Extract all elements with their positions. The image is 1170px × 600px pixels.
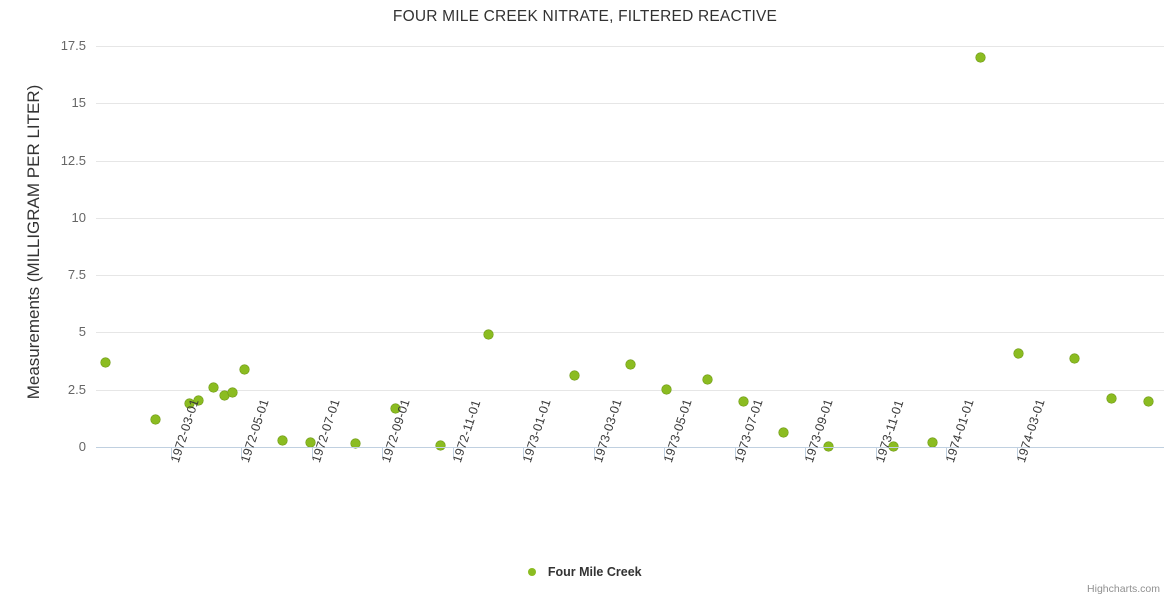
legend-marker-icon xyxy=(528,567,537,576)
data-point[interactable] xyxy=(1143,396,1153,406)
chart-legend: Four Mile Creek xyxy=(0,563,1170,581)
x-axis-tick xyxy=(171,448,172,457)
x-axis-tick xyxy=(241,448,242,457)
y-axis-tick-label: 15 xyxy=(71,95,86,111)
data-point[interactable] xyxy=(435,441,445,451)
legend-item-label: Four Mile Creek xyxy=(547,564,642,579)
data-point[interactable] xyxy=(569,371,579,381)
x-axis-tick xyxy=(1017,448,1018,457)
data-point[interactable] xyxy=(661,385,671,395)
data-point[interactable] xyxy=(975,52,985,62)
y-axis-tick-label: 17.5 xyxy=(60,38,86,53)
data-point[interactable] xyxy=(390,403,400,413)
y-axis-tick-label: 7.5 xyxy=(67,267,86,283)
gridline xyxy=(96,103,1164,105)
data-point[interactable] xyxy=(778,427,788,437)
data-point[interactable] xyxy=(350,439,360,449)
data-point[interactable] xyxy=(100,357,110,367)
y-axis-tick-label: 0 xyxy=(78,439,86,454)
x-axis-tick xyxy=(594,448,595,457)
data-point[interactable] xyxy=(277,435,287,445)
data-point[interactable] xyxy=(702,374,712,384)
x-axis-tick xyxy=(382,448,383,457)
data-point[interactable] xyxy=(483,330,493,340)
gridline xyxy=(96,332,1164,334)
x-axis-tick xyxy=(735,448,736,457)
x-axis-tick xyxy=(664,448,665,457)
x-axis-tick xyxy=(946,448,947,457)
data-point[interactable] xyxy=(927,437,937,447)
data-point[interactable] xyxy=(239,364,249,374)
data-point[interactable] xyxy=(1013,348,1023,358)
legend-item-four-mile-creek[interactable]: Four Mile Creek xyxy=(528,563,642,581)
data-point[interactable] xyxy=(208,382,218,392)
gridline xyxy=(96,217,1164,219)
gridline xyxy=(96,389,1164,391)
data-point[interactable] xyxy=(305,437,315,447)
gridline xyxy=(96,275,1164,277)
gridline xyxy=(96,160,1164,162)
plot-area xyxy=(96,46,1164,451)
y-axis-tick-label: 10 xyxy=(71,209,86,225)
credits-link[interactable]: Highcharts.com xyxy=(1087,583,1160,595)
data-point[interactable] xyxy=(193,395,203,405)
data-point[interactable] xyxy=(625,360,635,369)
x-axis-tick xyxy=(453,448,454,457)
data-point[interactable] xyxy=(219,390,229,400)
x-axis-tick xyxy=(523,448,524,457)
y-axis-tick-label: 2.5 xyxy=(67,381,86,397)
data-point[interactable] xyxy=(738,396,748,406)
data-point[interactable] xyxy=(823,441,833,451)
data-point[interactable] xyxy=(227,387,237,397)
data-point[interactable] xyxy=(888,441,898,451)
data-point[interactable] xyxy=(184,398,194,408)
chart-title: FOUR MILE CREEK NITRATE, FILTERED REACTI… xyxy=(392,8,778,25)
x-axis-line xyxy=(96,447,1164,448)
x-axis-tick xyxy=(805,448,806,457)
gridline xyxy=(96,46,1164,47)
y-axis-tick-label: 5 xyxy=(78,324,86,340)
y-axis-tick-label: 12.5 xyxy=(60,152,86,168)
x-axis-tick xyxy=(876,448,877,457)
data-point[interactable] xyxy=(1106,394,1116,404)
data-point[interactable] xyxy=(1069,354,1079,364)
x-axis-tick xyxy=(312,448,313,457)
data-point[interactable] xyxy=(150,415,160,424)
